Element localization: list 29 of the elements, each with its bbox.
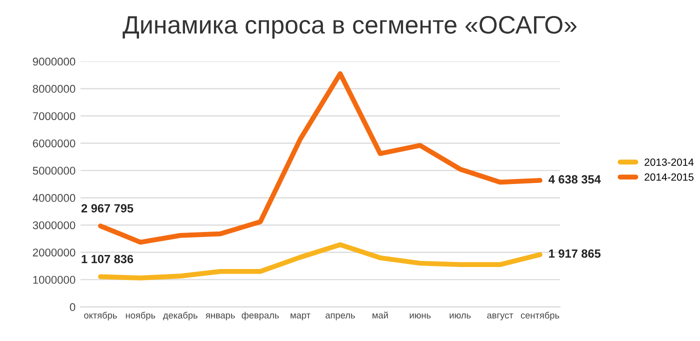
x-tick-label: сентябрь	[520, 312, 560, 320]
x-tick-label: март	[290, 313, 310, 320]
data-label: 2 967 795	[81, 204, 134, 212]
legend-label: 2014-2015	[644, 173, 694, 181]
data-label: 4 638 354	[548, 175, 601, 184]
x-tick-label: май	[372, 312, 388, 318]
y-tick-label: 1000000	[33, 276, 76, 284]
x-tick-label: октябрь	[84, 312, 117, 320]
y-tick-label: 7000000	[32, 112, 76, 120]
y-tick-label: 5000000	[32, 166, 76, 175]
data-label: 1 917 865	[549, 249, 601, 258]
x-tick-label: февраль	[242, 312, 279, 320]
x-tick-label: декабрь	[163, 312, 198, 320]
x-tick-label: июнь	[410, 313, 431, 318]
x-tick-label: ноябрь	[126, 312, 156, 320]
x-tick-label: апрель	[326, 313, 355, 320]
legend-label: 2013-2014	[644, 158, 694, 166]
y-tick-label: 6000000	[32, 139, 76, 148]
y-tick-label: 9000000	[32, 58, 76, 66]
y-tick-label: 3000000	[32, 221, 76, 230]
y-tick-label: 2000000	[32, 248, 76, 256]
x-tick-label: январь	[206, 313, 235, 320]
chart-title: Динамика спроса в сегменте «ОСАГО»	[122, 16, 576, 39]
y-tick-label: 4000000	[32, 194, 76, 202]
x-tick-label: август	[487, 313, 514, 320]
x-tick-label: июль	[450, 313, 471, 318]
y-tick-label: 8000000	[32, 84, 76, 93]
data-label: 1 107 836	[82, 254, 134, 264]
y-tick-label: 0	[70, 303, 76, 312]
